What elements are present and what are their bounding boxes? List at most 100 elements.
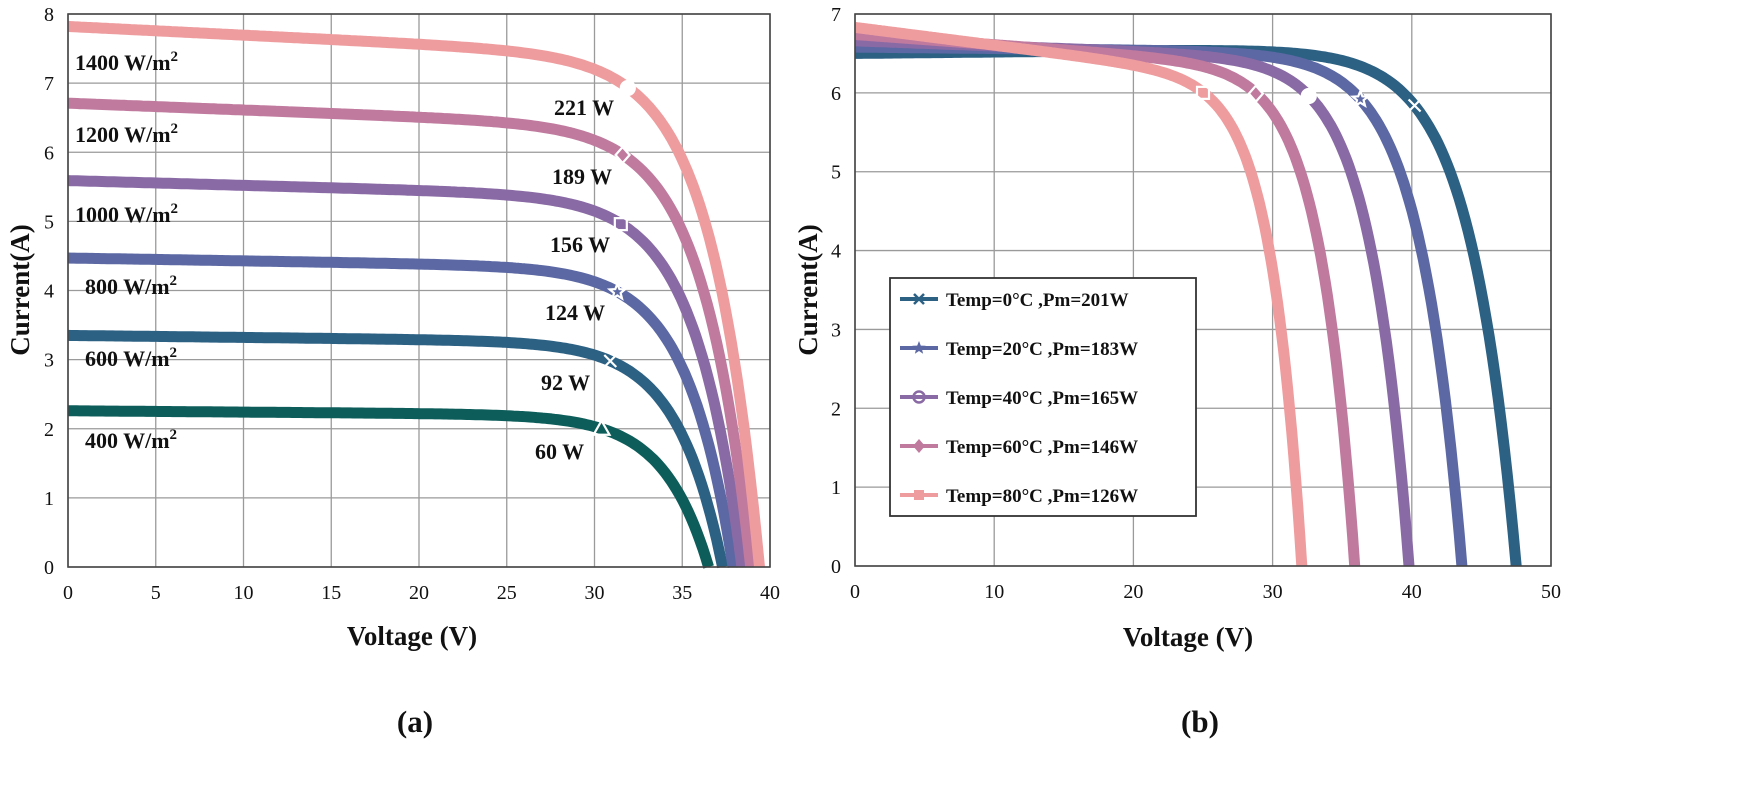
max-power-label: 92 W — [541, 370, 590, 395]
irradiance-label-text: 1200 W/m — [75, 122, 171, 147]
irradiance-label-text: 800 W/m — [85, 274, 170, 299]
irradiance-label-superscript: 2 — [171, 121, 179, 137]
irradiance-label: 800 W/m2 — [85, 273, 177, 299]
x-tick-label: 50 — [1541, 581, 1561, 603]
x-tick-label: 10 — [234, 582, 254, 604]
max-power-point-marker — [1349, 88, 1371, 108]
plot-frame-a — [67, 13, 771, 568]
x-tick-label: 40 — [760, 582, 780, 604]
legend-entry-label: Temp=20°C ,Pm=183W — [946, 339, 1138, 360]
y-tick-label: 3 — [44, 350, 54, 372]
max-power-point-marker — [1247, 83, 1265, 104]
legend-marker-x-icon — [913, 293, 925, 305]
legend-entry-label: Temp=60°C ,Pm=146W — [946, 437, 1138, 458]
legend-entry-label: Temp=40°C ,Pm=165W — [946, 388, 1138, 409]
max-power-point-marker — [1407, 98, 1422, 113]
series-line — [65, 329, 728, 569]
x-tick-label: 20 — [1123, 581, 1143, 603]
x-tick-label: 0 — [850, 581, 860, 603]
series-group-a — [65, 20, 765, 569]
irradiance-label-superscript: 2 — [171, 49, 179, 65]
y-tick-label: 2 — [44, 419, 54, 441]
y-tick-label: 0 — [831, 556, 841, 578]
max-power-point-marker — [591, 418, 612, 436]
irradiance-label: 1200 W/m2 — [75, 121, 178, 147]
irradiance-label: 400 W/m2 — [85, 427, 177, 453]
max-power-label: 124 W — [545, 300, 605, 325]
legend-box — [889, 277, 1197, 517]
legend-marker-circle-icon — [912, 390, 926, 404]
x-tick-label: 35 — [672, 582, 692, 604]
max-power-label: 221 W — [554, 95, 614, 120]
y-tick-label: 0 — [44, 557, 54, 579]
max-power-label: 60 W — [535, 439, 584, 464]
panel-label-b: (b) — [1181, 704, 1219, 739]
irradiance-label-text: 400 W/m — [85, 428, 170, 453]
x-tick-label: 25 — [497, 582, 517, 604]
y-tick-label: 1 — [831, 477, 841, 499]
legend-entry-label: Temp=0°C ,Pm=201W — [946, 290, 1129, 311]
max-power-point-marker — [614, 145, 632, 165]
y-axis-label-b: Current(A) — [793, 224, 823, 355]
irradiance-label-text: 1000 W/m — [75, 202, 171, 227]
series-line — [65, 97, 757, 568]
max-power-point-marker — [613, 217, 628, 232]
y-tick-label: 6 — [44, 142, 54, 164]
tick-labels-b: 0 10 20 30 40 50 0 1 2 3 4 5 6 7 — [831, 4, 1561, 603]
max-power-point-marker — [619, 79, 636, 97]
series-line — [851, 21, 1308, 567]
irradiance-label: 1000 W/m2 — [75, 201, 178, 227]
irradiance-label-superscript: 2 — [170, 427, 178, 443]
y-tick-label: 2 — [831, 398, 841, 420]
x-tick-label: 5 — [151, 582, 161, 604]
plot-frame-b — [854, 13, 1552, 567]
legend-entry-label: Temp=80°C ,Pm=126W — [946, 486, 1138, 507]
legend: Temp=0°C ,Pm=201W Temp=20°C ,Pm=183W Temp=… — [889, 277, 1197, 517]
series-line — [65, 405, 714, 569]
legend-marker-diamond-icon — [913, 439, 925, 453]
x-tick-label: 30 — [585, 582, 605, 604]
series-line — [65, 175, 748, 568]
irradiance-label: 600 W/m2 — [85, 345, 177, 371]
y-tick-label: 8 — [44, 4, 54, 26]
y-tick-label: 3 — [831, 319, 841, 341]
irradiance-label-superscript: 2 — [170, 345, 178, 361]
max-power-label: 189 W — [552, 164, 612, 189]
x-tick-label: 10 — [984, 581, 1004, 603]
grid-a — [67, 13, 771, 568]
max-power-point-marker — [1300, 87, 1317, 105]
y-tick-label: 7 — [831, 4, 841, 26]
irradiance-label-text: 600 W/m — [85, 346, 170, 371]
y-tick-label: 5 — [44, 211, 54, 233]
series-line — [65, 20, 765, 568]
y-axis-label-a: Current(A) — [5, 224, 35, 355]
x-axis-label-b: Voltage (V) — [1123, 622, 1253, 652]
y-tick-label: 5 — [831, 162, 841, 184]
panel-label-a: (a) — [397, 704, 433, 739]
irradiance-label-superscript: 2 — [171, 201, 179, 217]
y-tick-label: 7 — [44, 73, 54, 95]
x-tick-label: 40 — [1402, 581, 1422, 603]
max-power-point-marker — [603, 354, 618, 368]
y-tick-label: 4 — [44, 281, 54, 303]
legend-marker-square-icon — [914, 490, 924, 500]
y-tick-label: 4 — [831, 241, 841, 263]
irradiance-label-text: 1400 W/m — [75, 50, 171, 75]
series-line — [65, 252, 739, 568]
x-axis-label-a: Voltage (V) — [347, 621, 477, 651]
x-tick-label: 15 — [321, 582, 341, 604]
series-group-b — [851, 21, 1522, 567]
tick-labels-a: 0 5 10 15 20 25 30 35 40 0 1 2 3 4 5 6 7 8 — [44, 4, 780, 604]
max-power-point-marker — [606, 280, 628, 301]
x-tick-label: 0 — [63, 582, 73, 604]
legend-marker-star-icon — [912, 341, 926, 354]
x-tick-label: 30 — [1263, 581, 1283, 603]
x-tick-label: 20 — [409, 582, 429, 604]
irradiance-label-superscript: 2 — [170, 273, 178, 289]
max-power-label: 156 W — [550, 232, 610, 257]
max-power-point-marker — [1195, 85, 1211, 100]
